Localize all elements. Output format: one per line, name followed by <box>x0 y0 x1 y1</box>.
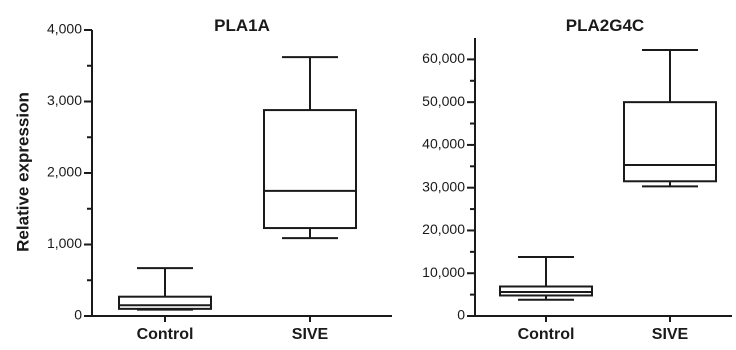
y-axis-label: Relative expression <box>13 92 32 252</box>
y-tick-label: 0 <box>457 307 465 323</box>
y-tick-label: 10,000 <box>422 264 465 280</box>
y-tick-label: 3,000 <box>47 92 82 108</box>
chart-title: PLA1A <box>214 16 270 35</box>
chart-pla1a: Relative expression PLA1A 0 1,000 2,000 3,0… <box>13 16 392 343</box>
x-axis: Control SIVE <box>475 315 732 343</box>
x-tick-label: Control <box>518 326 575 343</box>
box-sive <box>263 56 357 240</box>
y-tick-label: 30,000 <box>422 178 465 194</box>
iqr-box <box>263 109 357 230</box>
box-sive <box>623 48 717 188</box>
boxes <box>499 48 717 301</box>
iqr-box <box>499 285 593 297</box>
y-axis: 0 1,000 2,000 3,000 4,000 <box>47 21 93 323</box>
iqr-box <box>118 295 212 310</box>
y-tick-label: 1,000 <box>47 235 82 251</box>
y-tick-label: 50,000 <box>422 93 465 109</box>
boxes <box>118 56 357 311</box>
y-axis: 0 10,000 20,000 30,000 40,000 50,000 60,000 <box>422 38 476 323</box>
iqr-box <box>623 101 717 183</box>
y-tick-label: 0 <box>74 307 82 323</box>
chart-title: PLA2G4C <box>566 16 644 35</box>
box-control <box>499 255 593 301</box>
y-tick-label: 60,000 <box>422 50 465 66</box>
x-tick-label: SIVE <box>652 326 689 343</box>
y-tick-label: 20,000 <box>422 221 465 237</box>
box-control <box>118 267 212 311</box>
x-axis: Control SIVE <box>92 315 392 343</box>
chart-pla2g4c: PLA2G4C 0 10,000 20,000 30,000 40,000 50,000 6… <box>422 16 732 343</box>
y-tick-label: 40,000 <box>422 136 465 152</box>
y-tick-label: 4,000 <box>47 21 82 37</box>
x-tick-label: SIVE <box>292 326 329 343</box>
x-tick-label: Control <box>137 326 194 343</box>
y-tick-label: 2,000 <box>47 164 82 180</box>
